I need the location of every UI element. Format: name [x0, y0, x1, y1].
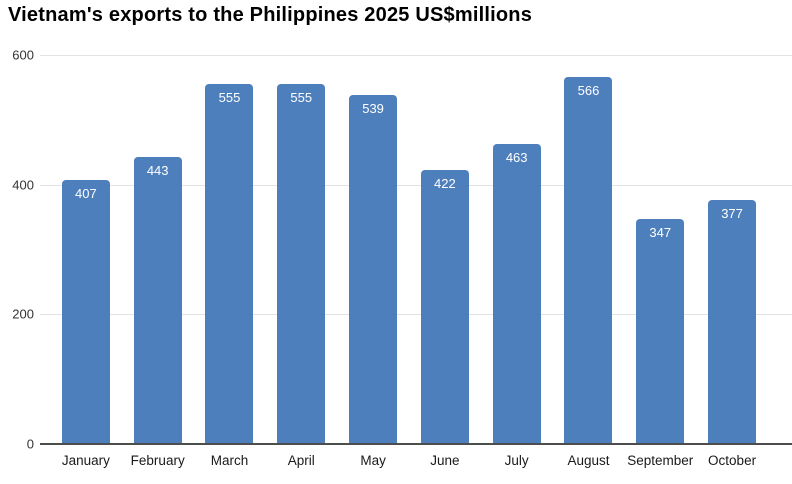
gridline-400: [40, 184, 792, 186]
bar-band-march: 555: [194, 55, 266, 444]
x-axis-labels: January February March April May June July Augu…: [50, 446, 768, 468]
x-axis-line: [40, 443, 792, 445]
bar-august: 566: [564, 77, 613, 444]
y-tick-label: 600: [12, 47, 34, 63]
bar-series: 407 443 555 555 539 422 463 566 347 377: [50, 55, 768, 444]
x-tick-label-february: February: [130, 453, 185, 468]
x-tick-label-july: July: [504, 453, 529, 468]
bar-band-april: 555: [265, 55, 337, 444]
bar-february: 443: [133, 156, 182, 444]
bar-september: 347: [636, 219, 685, 444]
gridline-200: [40, 314, 792, 316]
bar-band-january: 407: [50, 55, 122, 444]
chart-title: Vietnam's exports to the Philippines 202…: [8, 4, 533, 26]
x-tick-label-august: August: [567, 453, 610, 468]
bar-april: 555: [277, 84, 326, 444]
bar-band-august: 566: [553, 55, 625, 444]
x-tick-label-september: September: [627, 453, 694, 468]
y-tick-label: 0: [26, 436, 34, 452]
x-tick-label-march: March: [210, 453, 249, 468]
bar-july: 463: [492, 143, 541, 444]
gridline-600: [40, 55, 792, 56]
bar-march: 555: [205, 84, 254, 444]
bar-band-october: 377: [696, 55, 768, 444]
y-tick-label: 200: [12, 306, 34, 322]
x-tick-label-january: January: [61, 453, 110, 468]
bar-value-label: 463: [505, 149, 528, 165]
y-tick-label: 400: [12, 177, 34, 193]
plot-area: 0 200 400 600 407 443 555 555 539 422 463 566 347 37…: [0, 49, 792, 468]
bar-band-september: 347: [624, 55, 696, 444]
bar-june: 422: [420, 170, 469, 444]
bar-value-label: 422: [434, 176, 456, 192]
x-tick-label-april: April: [287, 453, 315, 468]
bar-value-label: 566: [577, 83, 600, 99]
bar-value-label: 555: [218, 90, 241, 106]
bar-value-label: 347: [649, 225, 672, 241]
bar-value-label: 377: [721, 205, 743, 221]
bar-value-label: 539: [362, 100, 384, 116]
x-tick-label-june: June: [430, 453, 460, 468]
bar-band-may: 539: [337, 55, 409, 444]
bar-value-label: 407: [75, 186, 97, 202]
bar-may: 539: [349, 94, 398, 444]
bar-value-label: 443: [146, 162, 169, 178]
bar-value-label: 555: [290, 90, 313, 106]
bar-band-june: 422: [409, 55, 481, 444]
x-tick-label-may: May: [360, 453, 386, 468]
x-tick-label-october: October: [708, 453, 757, 468]
bar-january: 407: [61, 180, 110, 444]
bar-band-february: 443: [122, 55, 194, 444]
bar-october: 377: [708, 199, 757, 444]
bar-band-july: 463: [481, 55, 553, 444]
